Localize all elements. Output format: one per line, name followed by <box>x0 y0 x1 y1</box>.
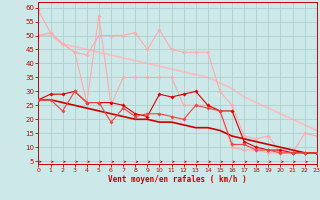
X-axis label: Vent moyen/en rafales ( km/h ): Vent moyen/en rafales ( km/h ) <box>108 175 247 184</box>
